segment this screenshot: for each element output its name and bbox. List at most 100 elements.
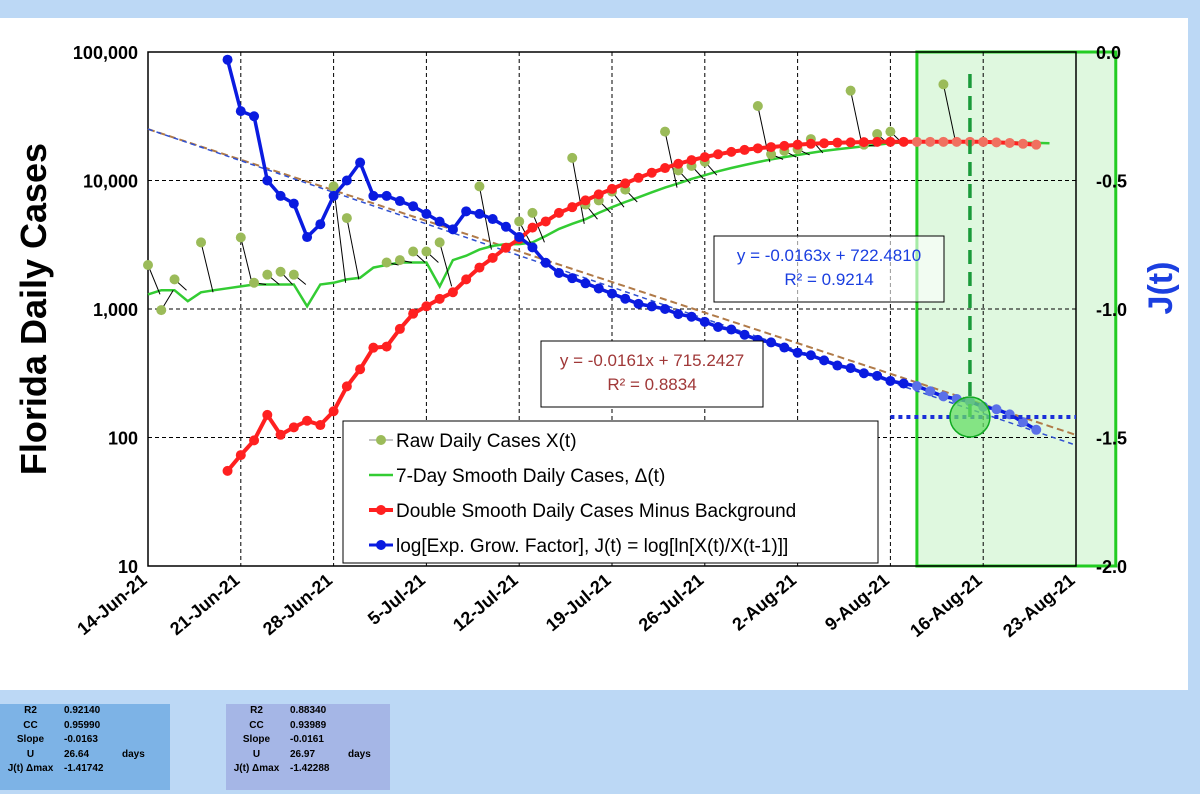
stats-key: Slope xyxy=(242,734,271,745)
raw-point xyxy=(143,259,153,270)
jt-point xyxy=(368,190,379,201)
double-smooth-point xyxy=(978,136,989,147)
double-smooth-point xyxy=(567,202,578,213)
jt-point xyxy=(235,106,246,117)
raw-point xyxy=(288,269,299,280)
jt-point xyxy=(686,311,697,322)
double-smooth-point xyxy=(898,136,909,147)
jt-point xyxy=(660,304,671,314)
double-smooth-point xyxy=(540,216,551,227)
stats-row: J(t) Δmax -1.42288 xyxy=(226,762,374,777)
jt-point xyxy=(898,378,909,389)
fit-box-blue xyxy=(713,235,945,303)
double-smooth-point xyxy=(421,301,432,312)
double-smooth-point xyxy=(1017,138,1028,149)
stats-value: 26.97 xyxy=(290,748,316,760)
legend-label: log[Exp. Grow. Factor], J(t) = log[ln[X(… xyxy=(396,536,788,557)
stats-value: 0.93989 xyxy=(290,719,327,731)
double-smooth-point xyxy=(315,420,326,431)
stats-unit xyxy=(119,733,148,748)
raw-point xyxy=(249,277,260,288)
jt-point xyxy=(792,347,803,358)
double-smooth-point xyxy=(553,207,564,218)
raw-pin-line xyxy=(571,157,585,224)
double-smooth-point xyxy=(633,172,644,183)
stats-row: Slope -0.0161 xyxy=(226,733,374,748)
raw-point xyxy=(408,246,419,257)
jt-point xyxy=(593,283,604,294)
double-smooth-point xyxy=(686,155,697,166)
x-tick-label: 2-Aug-21 xyxy=(728,570,800,635)
raw-point xyxy=(527,207,538,218)
legend-label: Raw Daily Cases X(t) xyxy=(396,431,577,452)
stats-key: U xyxy=(252,748,261,760)
double-smooth-point xyxy=(779,140,790,151)
double-smooth-point xyxy=(235,450,246,461)
stats-value: 0.95990 xyxy=(64,719,101,731)
legend-marker xyxy=(376,505,386,515)
raw-point xyxy=(328,181,339,192)
y2-axis-title: J(t) xyxy=(1142,262,1180,315)
double-smooth-point xyxy=(355,364,366,375)
double-smooth-point xyxy=(752,143,763,154)
jt-point xyxy=(885,375,896,386)
legend-marker xyxy=(376,435,386,445)
stats-key: J(t) Δmax xyxy=(233,763,280,774)
jt-point xyxy=(925,386,936,397)
legend-marker xyxy=(376,540,386,550)
raw-pin-line xyxy=(346,217,360,280)
jt-point xyxy=(381,190,392,201)
stats-row: R2 0.88340 xyxy=(226,704,374,719)
jt-point xyxy=(249,111,260,122)
double-smooth-point xyxy=(660,163,671,174)
x-tick-label: 19-Jul-21 xyxy=(542,570,615,635)
raw-point xyxy=(752,100,763,111)
stats-value: -0.0163 xyxy=(64,734,98,745)
stats-unit xyxy=(119,762,148,777)
fit-equation-blue: y = -0.0163x + 722.4810 xyxy=(737,246,921,265)
x-tick-label: 12-Jul-21 xyxy=(449,570,522,635)
stats-row: CC 0.95990 xyxy=(0,719,148,734)
jt-point xyxy=(527,242,538,253)
legend-box xyxy=(342,420,879,564)
jt-point xyxy=(461,206,472,217)
double-smooth-point xyxy=(381,341,392,352)
jt-point xyxy=(938,391,949,402)
jt-point xyxy=(673,309,684,320)
raw-pin-line xyxy=(531,212,545,243)
jt-point xyxy=(1017,417,1028,428)
jt-point xyxy=(1031,424,1042,435)
jt-point xyxy=(779,342,790,353)
raw-point xyxy=(341,213,352,224)
stats-key: J(t) Δmax xyxy=(7,763,54,774)
jt-point xyxy=(607,288,617,299)
double-smooth-point xyxy=(699,152,710,163)
plot-frame xyxy=(147,51,1077,567)
double-smooth-point xyxy=(832,137,843,148)
raw-point xyxy=(514,216,525,227)
jt-point xyxy=(328,190,339,201)
double-smooth-point xyxy=(580,195,591,206)
jt-point xyxy=(819,355,830,366)
stats-row: J(t) Δmax -1.41742 xyxy=(0,762,148,777)
raw-point xyxy=(235,232,246,243)
stats-unit xyxy=(345,733,374,748)
jt-point xyxy=(872,370,883,381)
stats-value: 0.92140 xyxy=(64,705,101,716)
double-smooth-point xyxy=(487,252,498,263)
raw-point xyxy=(567,152,578,163)
jt-point xyxy=(222,54,233,65)
x-tick-label: 23-Aug-21 xyxy=(999,570,1079,641)
double-smooth-point xyxy=(1031,139,1042,150)
stats-unit xyxy=(119,704,148,719)
jt-point xyxy=(355,157,366,168)
jt-point xyxy=(911,381,922,392)
double-smooth-point xyxy=(328,406,339,417)
y-tick-label: 10 xyxy=(118,557,138,577)
crossing-circle xyxy=(949,396,991,438)
stats-row: CC 0.93989 xyxy=(226,719,374,734)
y-tick-label: 100,000 xyxy=(73,43,138,63)
jt-point xyxy=(580,278,591,289)
raw-point xyxy=(845,85,856,96)
y2-tick-label: -2.0 xyxy=(1096,557,1127,577)
